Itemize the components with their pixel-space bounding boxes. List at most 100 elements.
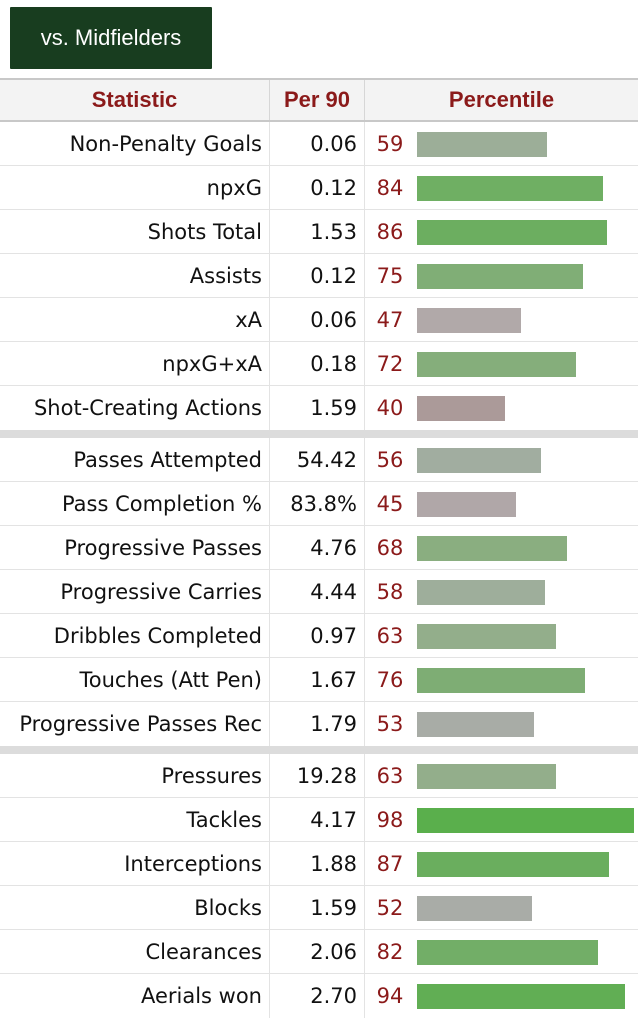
- percentile-cell: 87: [365, 842, 638, 885]
- table-row: Clearances 2.06 82: [0, 930, 638, 974]
- percentile-value: 59: [376, 131, 404, 156]
- header-per90[interactable]: Per 90: [270, 80, 365, 120]
- percentile-cell: 56: [365, 438, 638, 481]
- percentile-bar: [417, 352, 576, 377]
- percentile-bar: [417, 764, 556, 789]
- statistic-name: Pressures: [0, 754, 270, 797]
- percentile-value: 58: [376, 579, 404, 604]
- percentile-cell: 72: [365, 342, 638, 385]
- table-row: Assists 0.12 75: [0, 254, 638, 298]
- table-row: Shots Total 1.53 86: [0, 210, 638, 254]
- per90-value: 0.12: [270, 254, 365, 297]
- table-body: Non-Penalty Goals 0.06 59 npxG 0.12 84 Shots T…: [0, 122, 638, 1018]
- percentile-bar: [417, 492, 516, 517]
- statistic-name: Assists: [0, 254, 270, 297]
- percentile-cell: 75: [365, 254, 638, 297]
- section-separator: [0, 746, 638, 754]
- vs-midfielders-button[interactable]: vs. Midfielders: [10, 7, 212, 69]
- table-row: Dribbles Completed 0.97 63: [0, 614, 638, 658]
- table-row: Pressures 19.28 63: [0, 754, 638, 798]
- top-bar: vs. Midfielders: [0, 0, 638, 78]
- percentile-cell: 94: [365, 974, 638, 1018]
- percentile-bar: [417, 176, 603, 201]
- per90-value: 4.44: [270, 570, 365, 613]
- stat-section: Non-Penalty Goals 0.06 59 npxG 0.12 84 Shots T…: [0, 122, 638, 430]
- per90-value: 1.59: [270, 386, 365, 430]
- percentile-bar: [417, 448, 541, 473]
- table-row: Aerials won 2.70 94: [0, 974, 638, 1018]
- percentile-bar: [417, 580, 545, 605]
- percentile-value: 82: [376, 939, 404, 964]
- percentile-bar: [417, 712, 534, 737]
- table-row: npxG 0.12 84: [0, 166, 638, 210]
- percentile-value: 56: [376, 447, 404, 472]
- stat-section: Pressures 19.28 63 Tackles 4.17 98 Interceptio…: [0, 754, 638, 1018]
- percentile-bar: [417, 852, 609, 877]
- percentile-bar: [417, 396, 505, 421]
- percentile-value: 76: [376, 667, 404, 692]
- statistic-name: Shots Total: [0, 210, 270, 253]
- percentile-value: 68: [376, 535, 404, 560]
- statistic-name: Progressive Passes Rec: [0, 702, 270, 746]
- header-percentile[interactable]: Percentile: [448, 87, 555, 112]
- table-row: Shot-Creating Actions 1.59 40: [0, 386, 638, 430]
- percentile-cell: 68: [365, 526, 638, 569]
- percentile-value: 75: [376, 263, 404, 288]
- percentile-bar: [417, 308, 521, 333]
- statistic-name: Blocks: [0, 886, 270, 929]
- percentile-value: 86: [376, 219, 404, 244]
- scouting-report-table: Statistic Per 90 Percentile Non-Penalty …: [0, 78, 638, 1018]
- statistic-name: Shot-Creating Actions: [0, 386, 270, 430]
- percentile-cell: 82: [365, 930, 638, 973]
- statistic-name: Progressive Passes: [0, 526, 270, 569]
- percentile-bar: [417, 940, 598, 965]
- statistic-name: Non-Penalty Goals: [0, 122, 270, 165]
- table-row: npxG+xA 0.18 72: [0, 342, 638, 386]
- header-statistic[interactable]: Statistic: [0, 80, 270, 120]
- percentile-cell: 53: [365, 702, 638, 746]
- percentile-cell: 84: [365, 166, 638, 209]
- per90-value: 19.28: [270, 754, 365, 797]
- percentile-bar: [417, 668, 585, 693]
- percentile-bar: [417, 624, 556, 649]
- percentile-value: 63: [376, 623, 404, 648]
- per90-value: 2.70: [270, 974, 365, 1018]
- stat-section: Passes Attempted 54.42 56 Pass Completion %…: [0, 438, 638, 746]
- percentile-value: 47: [376, 307, 404, 332]
- statistic-name: Pass Completion %: [0, 482, 270, 525]
- percentile-cell: 52: [365, 886, 638, 929]
- percentile-cell: 98: [365, 798, 638, 841]
- percentile-cell: 47: [365, 298, 638, 341]
- percentile-cell: 76: [365, 658, 638, 701]
- percentile-cell: 45: [365, 482, 638, 525]
- percentile-value: 98: [376, 807, 404, 832]
- per90-value: 54.42: [270, 438, 365, 481]
- percentile-cell: 86: [365, 210, 638, 253]
- percentile-value: 52: [376, 895, 404, 920]
- per90-value: 0.12: [270, 166, 365, 209]
- table-header: Statistic Per 90 Percentile: [0, 78, 638, 122]
- percentile-bar: [417, 132, 547, 157]
- statistic-name: Dribbles Completed: [0, 614, 270, 657]
- percentile-value: 53: [376, 712, 404, 736]
- table-row: Touches (Att Pen) 1.67 76: [0, 658, 638, 702]
- table-row: Non-Penalty Goals 0.06 59: [0, 122, 638, 166]
- per90-value: 1.53: [270, 210, 365, 253]
- statistic-name: npxG: [0, 166, 270, 209]
- percentile-value: 45: [376, 491, 404, 516]
- statistic-name: Tackles: [0, 798, 270, 841]
- table-row: xA 0.06 47: [0, 298, 638, 342]
- per90-value: 1.67: [270, 658, 365, 701]
- percentile-value: 63: [376, 763, 404, 788]
- statistic-name: Aerials won: [0, 974, 270, 1018]
- statistic-name: npxG+xA: [0, 342, 270, 385]
- per90-value: 83.8%: [270, 482, 365, 525]
- per90-value: 1.88: [270, 842, 365, 885]
- section-separator: [0, 430, 638, 438]
- per90-value: 0.97: [270, 614, 365, 657]
- percentile-cell: 63: [365, 614, 638, 657]
- percentile-value: 94: [376, 984, 404, 1008]
- percentile-value: 87: [376, 851, 404, 876]
- table-row: Blocks 1.59 52: [0, 886, 638, 930]
- percentile-cell: 59: [365, 122, 638, 165]
